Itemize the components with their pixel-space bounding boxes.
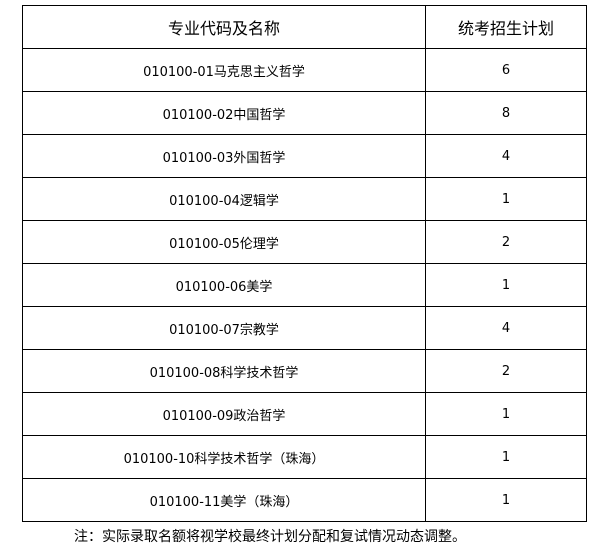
- table-row: 010100-09政治哲学 1: [22, 392, 587, 436]
- column-header-major-code-name: 专业代码及名称: [22, 5, 426, 49]
- header-row: 专业代码及名称 统考招生计划: [22, 5, 587, 49]
- table-row: 010100-10科学技术哲学（珠海） 1: [22, 435, 587, 479]
- plan-count-cell: 1: [425, 263, 587, 307]
- plan-count-cell: 4: [425, 306, 587, 350]
- table-row: 010100-06美学 1: [22, 263, 587, 307]
- table-row: 010100-08科学技术哲学 2: [22, 349, 587, 393]
- major-code-name-cell: 010100-05伦理学: [22, 220, 426, 264]
- column-header-unified-exam-plan: 统考招生计划: [425, 5, 587, 49]
- major-code-name-cell: 010100-09政治哲学: [22, 392, 426, 436]
- table-row: 010100-11美学（珠海） 1: [22, 478, 587, 522]
- plan-count-cell: 2: [425, 220, 587, 264]
- table-row: 010100-01马克思主义哲学 6: [22, 48, 587, 92]
- table-row: 010100-02中国哲学 8: [22, 91, 587, 135]
- plan-count-cell: 6: [425, 48, 587, 92]
- major-code-name-cell: 010100-07宗教学: [22, 306, 426, 350]
- plan-count-cell: 8: [425, 91, 587, 135]
- enrollment-plan-table: 专业代码及名称 统考招生计划 010100-01马克思主义哲学 6 010100-0…: [22, 5, 587, 522]
- major-code-name-cell: 010100-01马克思主义哲学: [22, 48, 426, 92]
- major-code-name-cell: 010100-06美学: [22, 263, 426, 307]
- table-row: 010100-03外国哲学 4: [22, 134, 587, 178]
- major-code-name-cell: 010100-10科学技术哲学（珠海）: [22, 435, 426, 479]
- plan-count-cell: 4: [425, 134, 587, 178]
- major-code-name-cell: 010100-04逻辑学: [22, 177, 426, 221]
- major-code-name-cell: 010100-03外国哲学: [22, 134, 426, 178]
- table-row: 010100-04逻辑学 1: [22, 177, 587, 221]
- major-code-name-cell: 010100-11美学（珠海）: [22, 478, 426, 522]
- major-code-name-cell: 010100-08科学技术哲学: [22, 349, 426, 393]
- footnote: 注：实际录取名额将视学校最终计划分配和复试情况动态调整。: [74, 529, 466, 545]
- plan-count-cell: 2: [425, 349, 587, 393]
- table-body: 010100-01马克思主义哲学 6 010100-02中国哲学 8 010100-03…: [22, 48, 587, 522]
- plan-count-cell: 1: [425, 392, 587, 436]
- plan-count-cell: 1: [425, 478, 587, 522]
- major-code-name-cell: 010100-02中国哲学: [22, 91, 426, 135]
- table-row: 010100-07宗教学 4: [22, 306, 587, 350]
- table-row: 010100-05伦理学 2: [22, 220, 587, 264]
- plan-count-cell: 1: [425, 177, 587, 221]
- plan-count-cell: 1: [425, 435, 587, 479]
